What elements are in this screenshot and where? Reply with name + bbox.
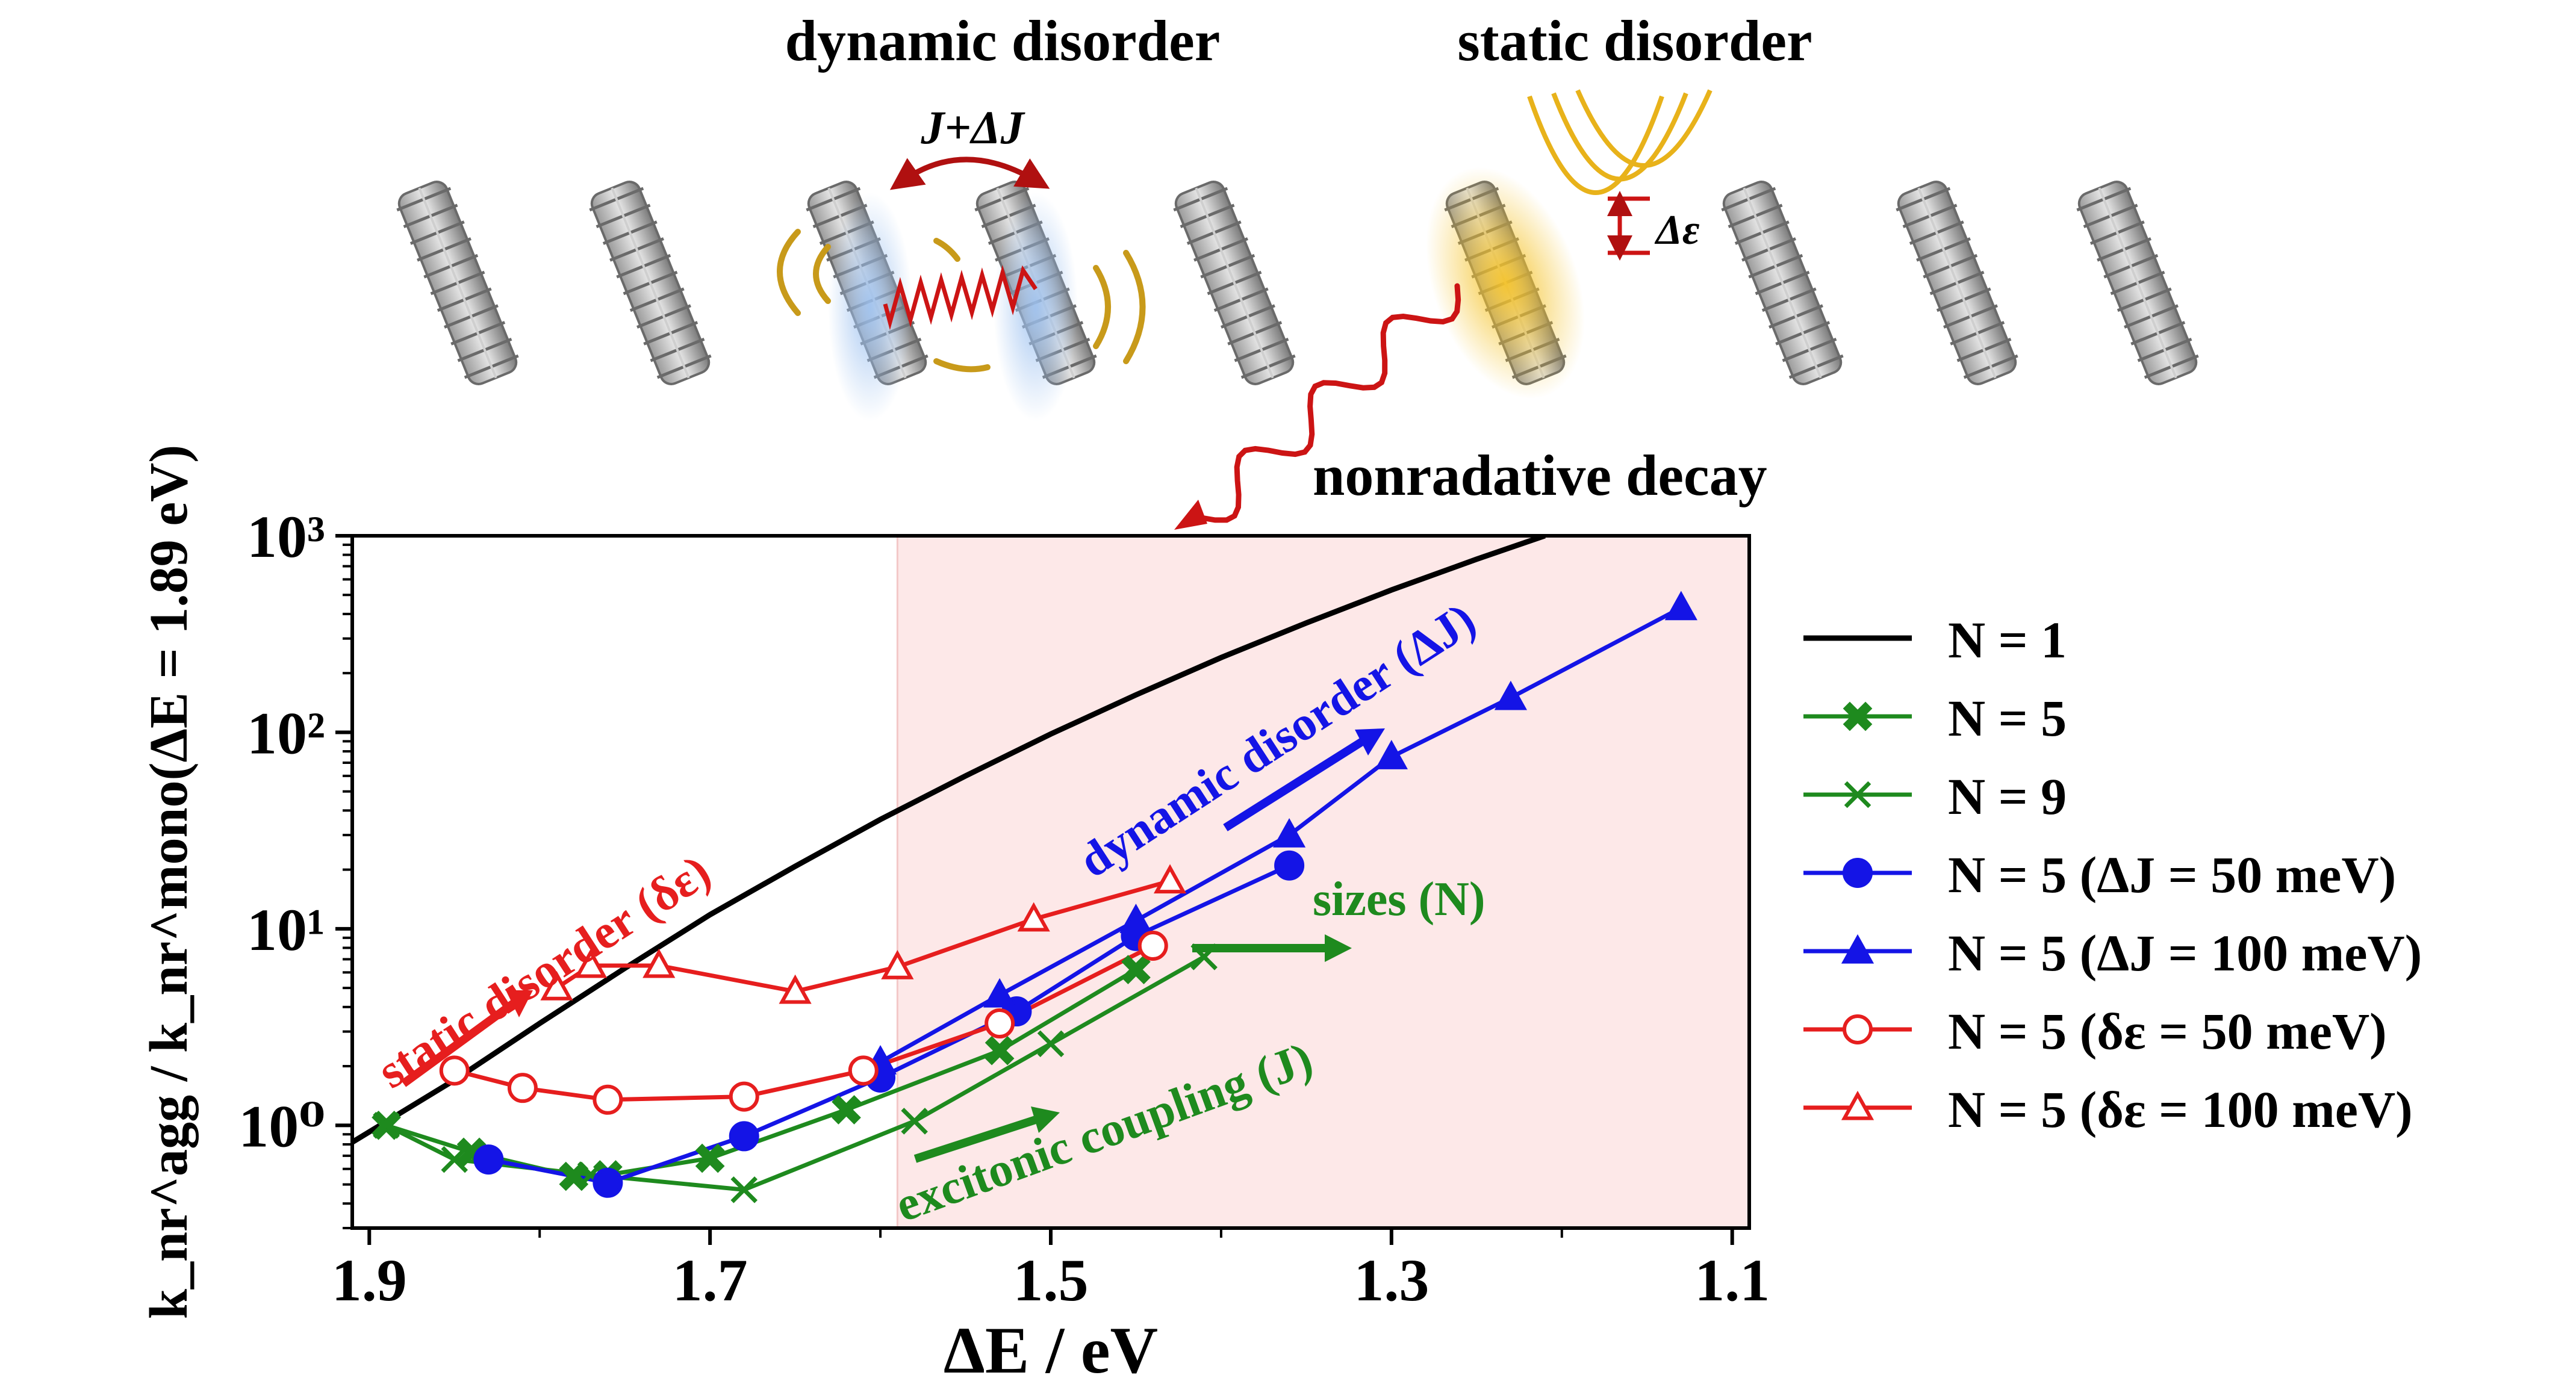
data-point-triangle xyxy=(881,949,914,979)
data-point-xfill xyxy=(695,1143,725,1173)
coupling-arrow xyxy=(889,157,1050,190)
coupling-arrow-green xyxy=(913,1115,1038,1163)
legend-label: N = 1 xyxy=(1948,611,2067,669)
decay-arrow xyxy=(1198,283,1461,523)
data-point-circle xyxy=(985,1008,1015,1039)
data-point-xfill xyxy=(1843,701,1873,731)
data-point-triangle xyxy=(779,974,812,1004)
data-point-triangle xyxy=(1841,1090,1874,1120)
legend-label: N = 5 (ΔJ = 50 meV) xyxy=(1948,846,2396,904)
data-point-circle xyxy=(1274,850,1305,881)
x-axis-label: ΔE / eV xyxy=(944,1314,1158,1387)
data-point-x xyxy=(441,1146,468,1173)
svg-text:k_nr^agg / k_nr^mono(ΔE = 1.89: k_nr^agg / k_nr^mono(ΔE = 1.89 eV) xyxy=(139,445,199,1319)
data-point-circle xyxy=(1843,1014,1873,1044)
data-point-triangle xyxy=(1272,818,1306,848)
data-point-circle xyxy=(439,1055,470,1086)
molecule-stack xyxy=(2076,181,2199,385)
data-point-triangle xyxy=(1494,680,1528,710)
dynamic-disorder-label: dynamic disorder xyxy=(785,8,1221,73)
legend-label: N = 5 xyxy=(1948,689,2067,747)
data-point-xfill xyxy=(985,1035,1015,1066)
x-tick-label: 1.9 xyxy=(332,1247,407,1314)
data-point-triangle xyxy=(1119,904,1153,933)
data-point-x xyxy=(901,1108,928,1135)
molecule-stack xyxy=(589,181,712,385)
data-point-x xyxy=(373,1112,400,1139)
static-arrow-head xyxy=(506,990,533,1017)
y-axis-label: k_nr^agg / k_nr^mono(ΔE = 1.89 eV) xyxy=(139,445,199,1319)
data-point-triangle xyxy=(1017,902,1050,932)
data-point-x xyxy=(1037,1030,1065,1058)
data-point-triangle xyxy=(574,948,608,978)
data-point-triangle xyxy=(1664,591,1697,621)
dynamic-arrow-head xyxy=(1355,728,1385,756)
decay-label: nonradative decay xyxy=(1313,443,1767,507)
energy-gap-bracket xyxy=(1607,191,1650,261)
data-point-x xyxy=(730,1176,758,1203)
data-point-circle xyxy=(473,1144,504,1175)
sizes-arrow-head xyxy=(1325,934,1352,962)
y-tick-label: 10¹ xyxy=(247,896,325,963)
data-point-circle xyxy=(848,1055,879,1086)
data-point-triangle xyxy=(642,948,676,978)
x-tick-label: 1.1 xyxy=(1694,1247,1770,1314)
spring xyxy=(883,265,1038,330)
y-tick-label: 10⁰ xyxy=(238,1093,325,1159)
schematic: J+ΔJ dynamic disorder static disorder Δε… xyxy=(396,8,2199,530)
static-arrow xyxy=(400,999,518,1087)
vibration-arcs xyxy=(777,229,1146,373)
annotation-sizes: sizes (N) xyxy=(1313,873,1486,926)
data-point-circle xyxy=(593,1167,623,1198)
legend-label: N = 5 (δε = 50 meV) xyxy=(1948,1002,2387,1060)
data-point-triangle xyxy=(1375,740,1408,769)
potential-wells xyxy=(1527,89,1713,195)
dynamic-arrow xyxy=(1223,737,1366,831)
data-point-triangle xyxy=(1153,864,1187,894)
series-line xyxy=(352,536,1546,1145)
series-markers xyxy=(372,591,1697,1203)
data-point-circle xyxy=(507,1073,538,1103)
static-disorder-label: static disorder xyxy=(1457,8,1812,73)
data-point-circle xyxy=(593,1084,623,1115)
coupling-arrow-green-head xyxy=(1031,1106,1060,1133)
legend-label: N = 5 (ΔJ = 100 meV) xyxy=(1948,924,2422,982)
molecule-stacks xyxy=(396,181,2199,385)
blue-glow-right xyxy=(994,193,1078,421)
yellow-glow xyxy=(1426,167,1585,399)
legend: N = 1 N = 5 N = 9 N = 5 (ΔJ = 50 meV) N = 5 … xyxy=(1803,611,2422,1138)
data-point-xfill xyxy=(832,1095,861,1125)
x-tick-label: 1.7 xyxy=(673,1247,748,1314)
molecule-stack xyxy=(1721,181,1844,385)
data-point-triangle xyxy=(983,978,1016,1008)
y-tick-label: 10² xyxy=(247,700,325,766)
data-point-circle xyxy=(729,1081,759,1112)
data-point-triangle xyxy=(1841,934,1874,964)
data-point-circle xyxy=(1137,931,1168,961)
x-tick-label: 1.5 xyxy=(1013,1247,1089,1314)
data-point-x xyxy=(1844,781,1871,808)
legend-label: N = 9 xyxy=(1948,768,2067,825)
molecule-stack xyxy=(396,181,519,385)
data-point-circle xyxy=(729,1121,759,1152)
decay-arrow-head xyxy=(1174,500,1207,530)
molecule-stack xyxy=(1173,181,1296,385)
x-tick-label: 1.3 xyxy=(1354,1247,1429,1314)
y-tick-label: 10³ xyxy=(247,503,325,570)
molecule-stack xyxy=(1896,181,2018,385)
legend-label: N = 5 (δε = 100 meV) xyxy=(1948,1081,2413,1138)
axis-ticks: 1.9 1.7 1.5 1.3 1.1 10⁰ 10¹ 10² 10³ xyxy=(238,503,1770,1314)
energy-gap-label: Δε xyxy=(1654,207,1700,253)
data-point-circle xyxy=(1843,858,1873,888)
coupling-label: J+ΔJ xyxy=(920,101,1025,154)
data-point-triangle xyxy=(540,970,573,1001)
data-point-xfill xyxy=(1121,955,1151,985)
blue-glow-left xyxy=(828,193,912,421)
